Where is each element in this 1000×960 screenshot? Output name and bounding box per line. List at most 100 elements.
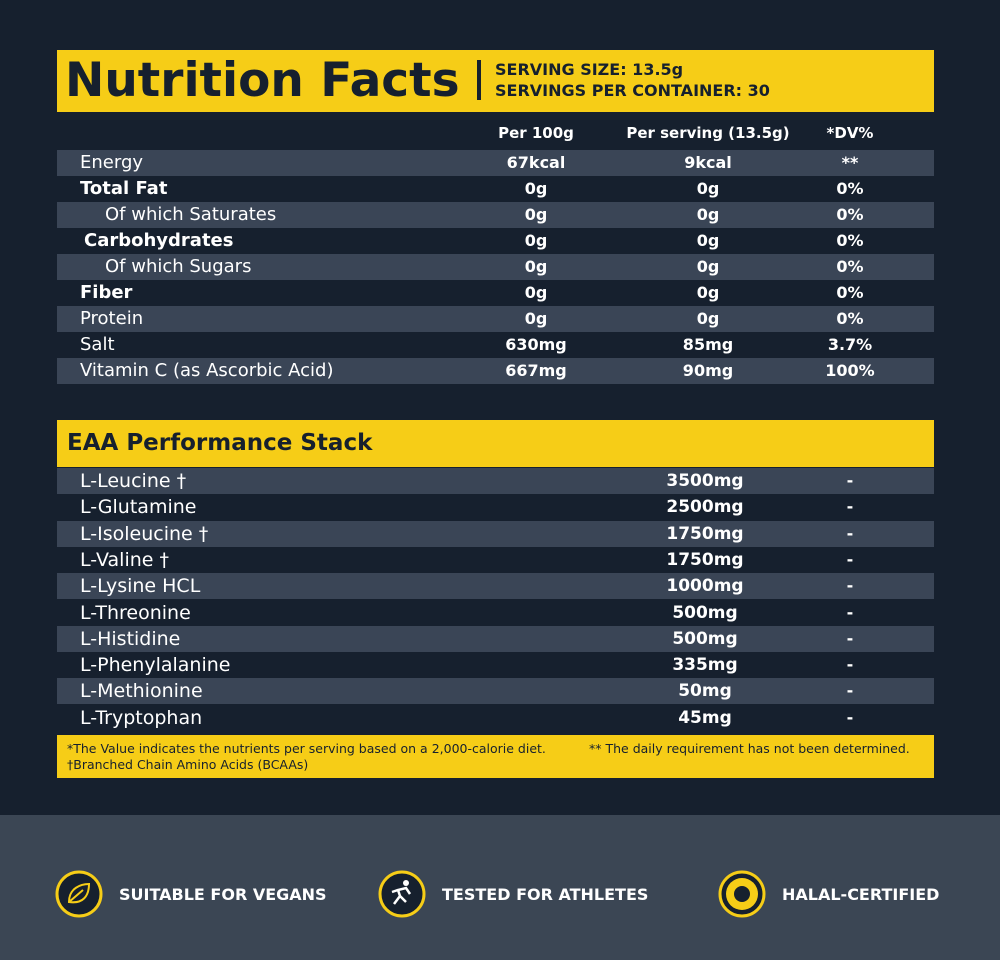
nutrition-row: Protein 0g 0g 0%: [57, 306, 934, 332]
nutrient-label: Fiber: [80, 282, 133, 303]
badge-label: SUITABLE FOR VEGANS: [119, 884, 327, 904]
badge-band: [0, 815, 1000, 960]
stack-row: L-Leucine † 3500mg -: [57, 468, 934, 494]
stack-row: L-Phenylalanine 335mg -: [57, 652, 934, 678]
amino-amount: 1750mg: [666, 549, 744, 570]
nutrition-row: Salt 630mg 85mg 3.7%: [57, 332, 934, 358]
nutrient-label: Protein: [80, 308, 144, 329]
nutrient-value: 0%: [836, 179, 864, 198]
amino-label: L-Phenylalanine: [80, 654, 231, 677]
column-header: Per 100g: [498, 124, 574, 142]
amino-dv: -: [846, 602, 854, 622]
nutrient-label: Carbohydrates: [84, 230, 234, 251]
amino-label: L-Leucine †: [80, 470, 187, 492]
badge-label: HALAL-CERTIFIED: [782, 884, 940, 904]
nutrient-value: 667mg: [505, 361, 567, 380]
amino-label: L-Isoleucine †: [80, 522, 209, 545]
nutrient-value: 0%: [836, 309, 864, 328]
nutrient-value: 100%: [825, 361, 875, 380]
amino-dv: -: [846, 497, 854, 517]
nutrient-value: 0g: [696, 179, 720, 198]
nutrient-label: Total Fat: [80, 178, 168, 199]
stack-title: EAA Performance Stack: [67, 430, 373, 456]
stack-row: L-Tryptophan 45mg -: [57, 705, 934, 731]
title-bar: Nutrition Facts SERVING SIZE: 13.5g SERV…: [57, 50, 934, 112]
amino-label: L-Threonine: [80, 601, 191, 624]
amino-dv: -: [846, 655, 854, 675]
stack-header: EAA Performance Stack: [57, 420, 934, 467]
amino-label: L-Histidine: [80, 627, 181, 650]
amino-dv: -: [846, 549, 854, 569]
column-header: *DV%: [826, 124, 874, 142]
nutrition-row: Energy 67kcal 9kcal **: [57, 150, 934, 176]
nutrient-value: 0%: [836, 231, 864, 250]
nutrient-value: 0g: [524, 231, 548, 250]
nutrient-value: 0g: [524, 283, 548, 302]
amino-amount: 45mg: [678, 707, 732, 728]
amino-dv: -: [846, 576, 854, 596]
badge: HALAL-CERTIFIED: [718, 870, 939, 918]
nutrient-label: Of which Saturates: [105, 204, 277, 225]
halal-icon: [718, 870, 766, 918]
amino-amount: 500mg: [672, 628, 738, 649]
stack-row: L-Valine † 1750mg -: [57, 547, 934, 573]
serving-size: SERVING SIZE: 13.5g: [495, 60, 684, 79]
footnote: †Branched Chain Amino Acids (BCAAs): [67, 757, 309, 772]
amino-amount: 3500mg: [666, 471, 744, 491]
nutrient-label: Of which Sugars: [105, 256, 252, 277]
nutrient-value: **: [841, 153, 859, 172]
nutrient-value: 0g: [524, 309, 548, 328]
nutrient-value: 90mg: [682, 361, 734, 380]
title: Nutrition Facts: [65, 53, 460, 108]
amino-amount: 2500mg: [666, 497, 744, 518]
nutrient-value: 0g: [524, 205, 548, 224]
nutrient-value: 0g: [696, 283, 720, 302]
nutrient-label: Salt: [80, 334, 115, 355]
nutrient-value: 0g: [524, 257, 548, 276]
nutrition-row: Fiber 0g 0g 0%: [57, 280, 934, 306]
nutrient-value: 0g: [696, 309, 720, 328]
column-header: Per serving (13.5g): [626, 124, 790, 142]
vegan-icon: [55, 870, 103, 918]
amino-label: L-Tryptophan: [80, 706, 203, 729]
amino-dv: -: [846, 707, 854, 727]
amino-dv: -: [846, 628, 854, 648]
nutrition-row: Total Fat 0g 0g 0%: [57, 176, 934, 202]
stack-row: L-Histidine 500mg -: [57, 625, 934, 652]
nutrient-value: 3.7%: [827, 335, 873, 354]
nutrient-value: 0g: [524, 179, 548, 198]
amino-amount: 500mg: [672, 602, 738, 623]
nutrient-label: Vitamin C (as Ascorbic Acid): [80, 360, 334, 381]
stack-row: L-Threonine 500mg -: [57, 600, 934, 626]
stack-row: L-Isoleucine † 1750mg -: [57, 520, 934, 547]
nutrition-row: Of which Saturates 0g 0g 0%: [57, 202, 934, 228]
amino-label: L-Valine †: [80, 548, 169, 571]
nutrient-label: Energy: [80, 152, 144, 173]
amino-dv: -: [846, 471, 854, 490]
stack-row: L-Lysine HCL 1000mg -: [57, 573, 934, 600]
nutrition-row: Of which Sugars 0g 0g 0%: [57, 254, 934, 280]
amino-amount: 335mg: [672, 655, 738, 676]
amino-dv: -: [846, 681, 854, 701]
nutrient-value: 0%: [836, 283, 864, 302]
athlete-icon: [378, 870, 426, 918]
nutrient-value: 0g: [696, 231, 720, 250]
amino-label: L-Glutamine: [80, 496, 197, 519]
nutrient-value: 0g: [696, 205, 720, 224]
nutrition-row: Carbohydrates 0g 0g 0%: [57, 228, 934, 254]
nutrient-value: 9kcal: [684, 153, 732, 172]
stack-row: L-Glutamine 2500mg -: [57, 494, 934, 520]
nutrient-value: 0%: [836, 205, 864, 224]
nutrient-value: 0%: [836, 257, 864, 276]
badge: SUITABLE FOR VEGANS: [55, 870, 327, 918]
nutrient-value: 630mg: [505, 335, 567, 354]
divider: [477, 60, 481, 100]
amino-amount: 1000mg: [666, 576, 744, 597]
nutrient-value: 67kcal: [506, 153, 566, 172]
servings-per-container: SERVINGS PER CONTAINER: 30: [495, 81, 770, 100]
footnotes: *The Value indicates the nutrients per s…: [57, 735, 934, 778]
amino-label: L-Methionine: [80, 680, 203, 703]
nutrient-value: 85mg: [682, 335, 734, 354]
footnote: ** The daily requirement has not been de…: [589, 741, 910, 756]
